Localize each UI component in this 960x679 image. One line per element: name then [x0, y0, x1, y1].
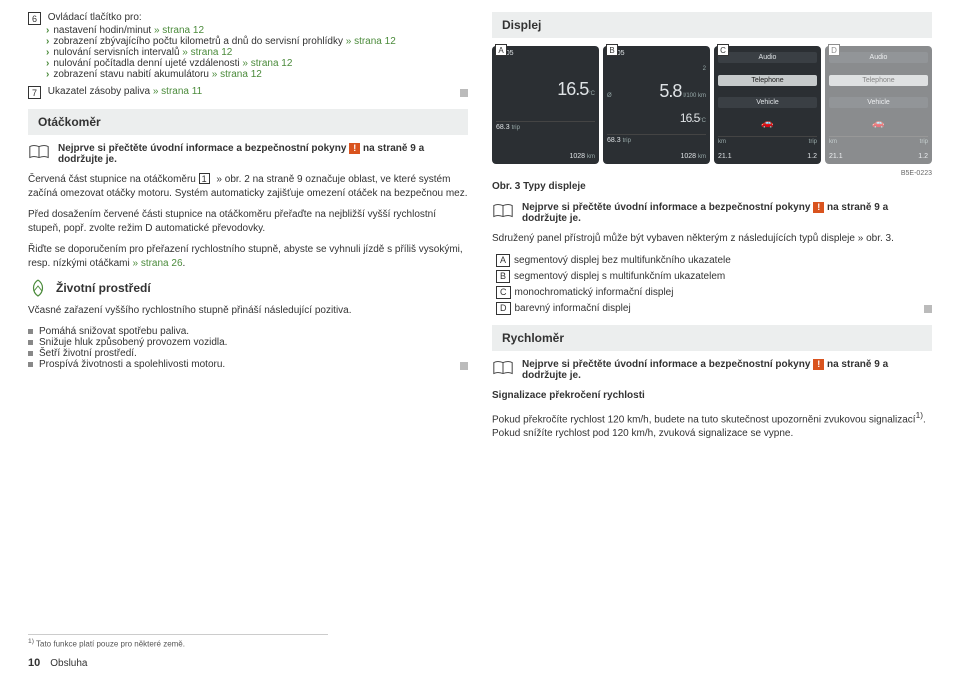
figure-caption: Obr. 3 Typy displeje: [492, 181, 932, 192]
paragraph: Pokud překročíte rychlost 120 km/h, bude…: [492, 410, 932, 440]
warn-icon: !: [813, 359, 824, 370]
warning-text: Nejprve si přečtěte úvodní informace a b…: [522, 202, 932, 224]
panel-b: B 12:05 2 Ø5.8 l/100 km 16.5°C 68.3 trip…: [603, 46, 710, 164]
warn-icon: !: [813, 202, 824, 213]
list-item: Dbarevný informační displej: [496, 302, 932, 315]
list-item: nulování počítadla denní ujeté vzdálenos…: [46, 58, 468, 69]
paragraph: Řiďte se doporučením pro přeřazení rychl…: [28, 243, 468, 270]
list-item: Šetří životní prostředí.: [28, 348, 468, 359]
section-rychlomer: Rychloměr: [492, 325, 932, 351]
section-displej: Displej: [492, 12, 932, 38]
end-marker: [924, 305, 932, 313]
section-otackomer: Otáčkoměr: [28, 109, 468, 135]
book-icon: [492, 202, 514, 220]
footnote: 1) Tato funkce platí pouze pro některé z…: [28, 634, 328, 649]
panel-d: D Audio Telephone Vehicle 🚗 kmtrip 21.11…: [825, 46, 932, 164]
list-item: Bsegmentový displej s multifunkčním ukaz…: [496, 270, 932, 283]
sig-head: Signalizace překročení rychlosti: [492, 389, 932, 403]
panel-c: C Audio Telephone Vehicle 🚗 kmtrip 21.11…: [714, 46, 821, 164]
list-item: nulování servisních intervalů » strana 1…: [46, 47, 468, 58]
paragraph: Před dosažením červené části stupnice na…: [28, 208, 468, 235]
box6-title: Ovládací tlačítko pro:: [48, 12, 142, 23]
eco-intro: Včasné zařazení vyššího rychlostního stu…: [28, 304, 468, 318]
list-item: Asegmentový displej bez multifunkčního u…: [496, 254, 932, 267]
paragraph: Červená část stupnice na otáčkoměru 1 » …: [28, 173, 468, 200]
list-item: zobrazení stavu nabití akumulátoru » str…: [46, 69, 468, 80]
warn-icon: !: [349, 143, 360, 154]
list-item: Pomáhá snižovat spotřebu paliva.: [28, 326, 468, 337]
list-item: Prospívá životnosti a spolehlivosti moto…: [28, 359, 225, 370]
paragraph: Sdružený panel přístrojů může být vybave…: [492, 232, 932, 246]
book-icon: [28, 143, 50, 161]
warning-text: Nejprve si přečtěte úvodní informace a b…: [58, 143, 468, 165]
page-footer: 10Obsluha: [28, 657, 88, 669]
eco-icon: [28, 278, 48, 298]
eco-title: Životní prostředí: [56, 281, 151, 295]
list-item: zobrazení zbývajícího počtu kilometrů a …: [46, 36, 468, 47]
box7-text: Ukazatel zásoby paliva: [48, 86, 150, 97]
list-item: Cmonochromatický informační displej: [496, 286, 932, 299]
list-item: Snižuje hluk způsobený provozem vozidla.: [28, 337, 468, 348]
index-box-7: 7: [28, 86, 41, 99]
display-cluster: A 12:05 16.5°C 68.3 trip 1028 km B 12:05…: [492, 46, 932, 164]
book-icon: [492, 359, 514, 377]
panel-a: A 12:05 16.5°C 68.3 trip 1028 km: [492, 46, 599, 164]
index-box-6: 6: [28, 12, 41, 25]
list-item: nastavení hodin/minut » strana 12: [46, 25, 468, 36]
warning-text: Nejprve si přečtěte úvodní informace a b…: [522, 359, 932, 381]
end-marker: [460, 362, 468, 370]
end-marker: [460, 89, 468, 97]
figure-caption-code: B5E-0223: [492, 170, 932, 177]
